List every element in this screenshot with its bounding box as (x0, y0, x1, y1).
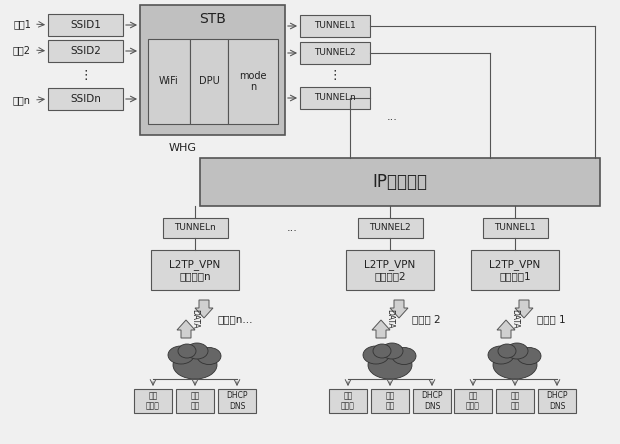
Bar (471, 250, 559, 290)
Text: DPU: DPU (198, 76, 219, 87)
Bar (190, 39, 228, 124)
Text: L2TP_VPN
接入系绍1: L2TP_VPN 接入系绍1 (489, 259, 541, 281)
Bar (496, 389, 534, 413)
Bar (48, 14, 123, 36)
FancyArrow shape (497, 320, 515, 338)
Ellipse shape (173, 351, 217, 379)
Text: DHCP
DNS: DHCP DNS (546, 391, 568, 411)
Text: WiFi: WiFi (159, 76, 179, 87)
Bar (413, 389, 451, 413)
FancyArrow shape (372, 320, 390, 338)
Text: DATA: DATA (510, 309, 520, 329)
Text: TUNNEL2: TUNNEL2 (369, 223, 411, 233)
Bar (176, 389, 214, 413)
Ellipse shape (498, 344, 516, 358)
Text: 运营商n...: 运营商n... (217, 314, 252, 324)
Text: 运营商 1: 运营商 1 (537, 314, 565, 324)
Text: 用户1: 用户1 (13, 19, 31, 29)
Bar (218, 389, 256, 413)
Bar (329, 389, 367, 413)
Text: 视频
服务器: 视频 服务器 (341, 391, 355, 411)
Text: ⋮: ⋮ (79, 68, 92, 82)
Ellipse shape (363, 346, 389, 364)
Text: 宽带
出口: 宽带 出口 (190, 391, 200, 411)
Text: 用户2: 用户2 (13, 45, 31, 55)
Bar (162, 218, 228, 238)
Text: DATA: DATA (190, 309, 200, 329)
Text: TUNNEL1: TUNNEL1 (314, 21, 356, 31)
Ellipse shape (493, 351, 537, 379)
Text: ...: ... (386, 112, 397, 122)
Ellipse shape (506, 343, 528, 359)
Ellipse shape (373, 344, 391, 358)
Bar (228, 39, 278, 124)
Text: TUNNELn: TUNNELn (314, 94, 356, 103)
Bar (371, 389, 409, 413)
Bar (151, 250, 239, 290)
Text: STB: STB (199, 12, 226, 26)
Bar (358, 218, 422, 238)
Text: TUNNEL2: TUNNEL2 (314, 48, 356, 58)
Bar (482, 218, 547, 238)
Text: 运营商 2: 运营商 2 (412, 314, 441, 324)
Bar (48, 40, 123, 62)
Text: SSIDn: SSIDn (70, 94, 101, 104)
Ellipse shape (517, 348, 541, 365)
Ellipse shape (186, 343, 208, 359)
FancyArrow shape (177, 320, 195, 338)
Bar (538, 389, 576, 413)
Bar (300, 42, 370, 64)
Bar (300, 87, 370, 109)
Text: SSID2: SSID2 (70, 46, 101, 56)
Bar (454, 389, 492, 413)
Ellipse shape (392, 348, 416, 365)
Ellipse shape (368, 351, 412, 379)
Ellipse shape (197, 348, 221, 365)
Text: ⋮: ⋮ (329, 69, 341, 82)
Bar (140, 5, 285, 135)
Text: mode
n: mode n (239, 71, 267, 92)
Text: SSID1: SSID1 (70, 20, 101, 30)
FancyArrow shape (390, 300, 408, 318)
FancyArrow shape (515, 300, 533, 318)
Bar (48, 88, 123, 110)
Text: L2TP_VPN
接入系绍n: L2TP_VPN 接入系绍n (169, 259, 221, 281)
Text: WHG: WHG (169, 143, 197, 153)
Text: DHCP
DNS: DHCP DNS (226, 391, 248, 411)
FancyArrow shape (195, 300, 213, 318)
Text: IP传输网络: IP传输网络 (373, 173, 428, 191)
Text: TUNNEL1: TUNNEL1 (494, 223, 536, 233)
Bar (200, 158, 600, 206)
Bar (300, 15, 370, 37)
Text: 用抷n: 用抷n (13, 95, 31, 105)
Text: 宽带
出口: 宽带 出口 (386, 391, 394, 411)
Text: 视频
服务器: 视频 服务器 (466, 391, 480, 411)
Bar (346, 250, 434, 290)
Text: L2TP_VPN
接入系绍2: L2TP_VPN 接入系绍2 (365, 259, 415, 281)
Ellipse shape (168, 346, 194, 364)
Bar (134, 389, 172, 413)
Text: TUNNELn: TUNNELn (174, 223, 216, 233)
Ellipse shape (178, 344, 196, 358)
Text: DATA: DATA (386, 309, 394, 329)
Bar (148, 39, 190, 124)
Text: DHCP
DNS: DHCP DNS (421, 391, 443, 411)
Ellipse shape (488, 346, 514, 364)
Text: ...: ... (287, 223, 298, 233)
Text: 宽带
出口: 宽带 出口 (510, 391, 520, 411)
Ellipse shape (381, 343, 403, 359)
Text: 视频
服务器: 视频 服务器 (146, 391, 160, 411)
